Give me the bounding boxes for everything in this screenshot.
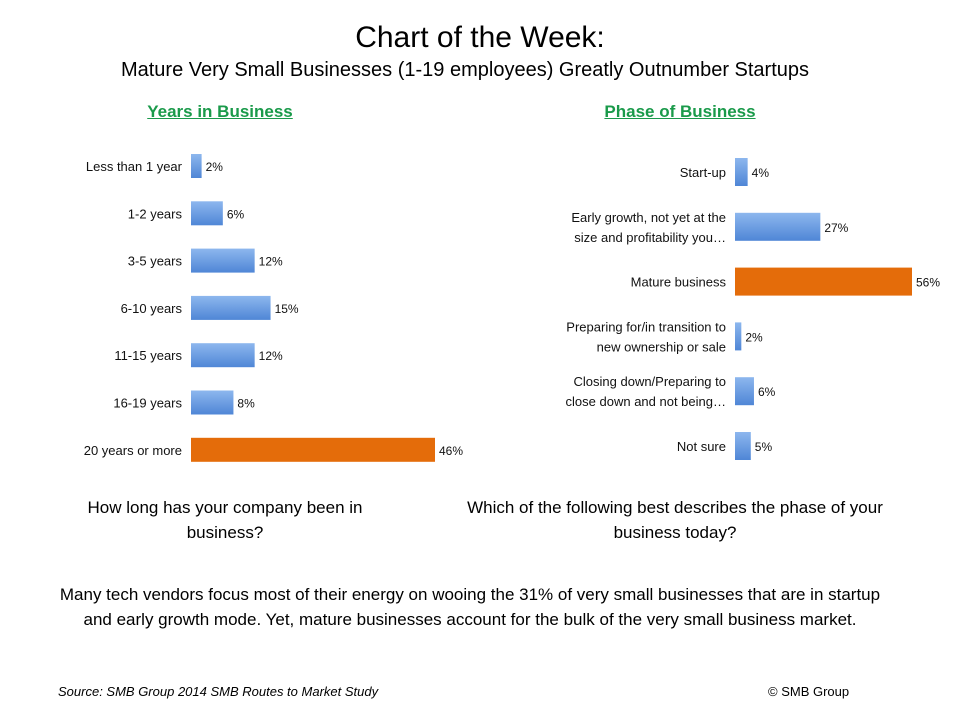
bar-3 — [191, 295, 271, 320]
category-label-1-line-1: size and profitability you… — [574, 230, 726, 245]
category-label-0: Less than 1 year — [86, 159, 183, 174]
category-label-3-line-1: new ownership or sale — [597, 339, 726, 354]
category-label-4-line-0: Closing down/Preparing to — [574, 374, 726, 389]
bar-0 — [191, 154, 202, 178]
bar-1 — [191, 201, 223, 226]
chart-title: Chart of the Week: — [355, 21, 605, 54]
category-label-1: 1-2 years — [128, 206, 183, 221]
value-label-2: 12% — [259, 255, 283, 269]
category-label-5: Not sure — [677, 439, 726, 454]
value-label-1: 27% — [824, 221, 848, 235]
category-label-4-line-1: close down and not being… — [566, 394, 726, 409]
commentary-text: Many tech vendors focus most of their en… — [59, 585, 881, 629]
category-label-1-line-0: Early growth, not yet at the — [571, 210, 726, 225]
bar-0 — [735, 158, 748, 186]
phase-of-business-title: Phase of Business — [604, 102, 756, 121]
value-label-1: 6% — [227, 207, 245, 221]
category-label-0: Start-up — [680, 165, 726, 180]
value-label-4: 12% — [259, 349, 283, 363]
bar-3 — [735, 322, 742, 351]
category-label-4: 11-15 years — [114, 348, 182, 363]
bar-6 — [191, 437, 435, 462]
bar-1 — [735, 212, 821, 241]
bar-4 — [191, 343, 255, 368]
value-label-2: 56% — [916, 276, 940, 290]
chart-subtitle: Mature Very Small Businesses (1-19 emplo… — [120, 59, 810, 81]
category-label-5: 16-19 years — [113, 396, 182, 411]
category-label-3-line-0: Preparing for/in transition to — [566, 319, 726, 334]
years-question: How long has your company been in busine… — [87, 498, 363, 542]
value-label-6: 46% — [439, 444, 463, 458]
bar-5 — [191, 390, 234, 415]
bar-2 — [735, 267, 912, 296]
value-label-5: 8% — [237, 397, 255, 411]
value-label-0: 4% — [752, 166, 770, 180]
value-label-4: 6% — [758, 385, 776, 399]
value-label-3: 2% — [745, 330, 763, 344]
category-label-6: 20 years or more — [84, 443, 182, 458]
source-note: Source: SMB Group 2014 SMB Routes to Mar… — [58, 684, 379, 699]
category-label-2: 3-5 years — [128, 254, 183, 269]
phase-question: Which of the following best describes th… — [467, 498, 883, 542]
category-label-2: Mature business — [631, 275, 727, 290]
value-label-0: 2% — [206, 160, 224, 174]
years-in-business-title: Years in Business — [147, 102, 293, 121]
category-label-3: 6-10 years — [121, 301, 183, 316]
value-label-3: 15% — [275, 302, 299, 316]
bar-4 — [735, 377, 754, 406]
bar-2 — [191, 248, 255, 273]
copyright-note: © SMB Group — [768, 684, 850, 699]
years-in-business-chart: 2% Less than 1 year 6% 1-2 years 12% 3-5 year… — [84, 154, 463, 462]
value-label-5: 5% — [755, 440, 773, 454]
bar-5 — [735, 432, 751, 460]
phase-of-business-chart: 4% Start-up 27% Early growth, not yet at th… — [566, 158, 940, 460]
